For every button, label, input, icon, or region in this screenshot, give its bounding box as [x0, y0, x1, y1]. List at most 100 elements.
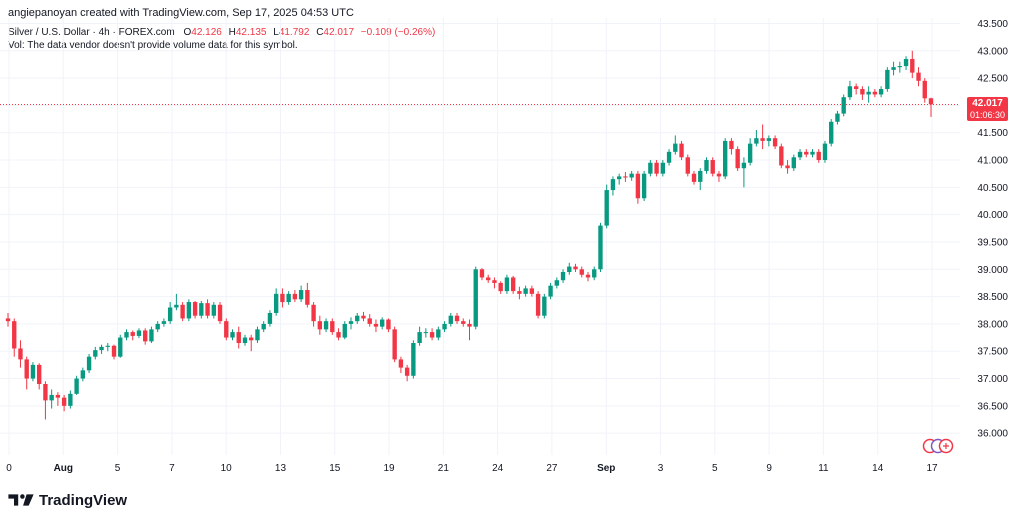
y-tick-label: 37.000 — [977, 374, 1008, 385]
candle-body — [723, 140, 728, 177]
candle-body — [747, 143, 753, 163]
candle — [804, 149, 809, 158]
candle-body — [486, 277, 491, 281]
candle-body — [124, 332, 129, 338]
candle-body — [93, 350, 98, 357]
candle — [797, 149, 803, 161]
candle — [442, 321, 447, 333]
candle-body — [785, 165, 790, 169]
chart-attribution: angiepanoyan created with TradingView.co… — [8, 7, 354, 19]
y-tick-label: 43.000 — [977, 46, 1008, 57]
candle-body — [273, 293, 279, 313]
tradingview-logo-icon — [8, 494, 34, 506]
candle — [192, 300, 198, 319]
candle — [492, 277, 497, 289]
candle — [704, 157, 709, 174]
candle-body — [573, 266, 578, 270]
candle — [885, 67, 890, 92]
candle-body — [791, 157, 796, 169]
candle — [866, 86, 871, 103]
candle — [654, 160, 659, 177]
y-tick-label: 43.500 — [977, 19, 1008, 30]
candle-body — [143, 330, 148, 342]
candle-body — [654, 162, 659, 174]
candle — [286, 291, 291, 305]
x-tick-label: Sep — [597, 463, 615, 474]
candle — [916, 67, 921, 87]
candle — [560, 269, 566, 283]
candle — [922, 78, 927, 103]
candle — [93, 346, 98, 360]
candle-body — [885, 69, 890, 90]
candle-body — [910, 58, 915, 73]
x-tick-label: Aug — [54, 463, 73, 474]
candle-body — [417, 332, 422, 344]
candle-body — [629, 173, 634, 178]
candle-body — [386, 319, 391, 330]
candle — [199, 300, 204, 319]
candle-body — [86, 356, 92, 371]
candle-body — [367, 318, 372, 324]
candle — [716, 170, 722, 182]
candle — [448, 312, 453, 327]
candle — [816, 149, 821, 163]
candle — [891, 61, 896, 76]
candle-body — [255, 329, 260, 341]
low-value: 41.792 — [278, 27, 310, 38]
candle-body — [398, 359, 404, 368]
candle — [311, 302, 316, 327]
candle — [610, 176, 616, 196]
candle-body — [716, 173, 722, 177]
time-axis[interactable]: 0 Aug 5 7 10 13 15 19 21 24 27 Sep 3 5 9 11 14 17 — [6, 463, 938, 474]
candle-body — [891, 67, 896, 70]
x-tick-label: 21 — [438, 463, 450, 474]
candle-body — [479, 269, 485, 278]
x-tick-label: 14 — [872, 463, 884, 474]
x-tick-label: 13 — [275, 463, 287, 474]
candle — [292, 290, 298, 303]
candle-body — [155, 323, 160, 330]
candle-body — [623, 176, 628, 178]
candle — [542, 293, 547, 319]
candle-body — [698, 170, 703, 182]
candle-body — [311, 304, 316, 322]
x-tick-label: 7 — [169, 463, 175, 474]
candle-body — [847, 86, 853, 98]
candle — [853, 83, 859, 95]
price-axis[interactable]: 43.50043.00042.50042.00041.50041.00040.5… — [977, 19, 1008, 440]
economic-events-icon[interactable] — [922, 438, 956, 454]
candle — [598, 222, 603, 273]
y-tick-label: 36.500 — [977, 401, 1008, 412]
candle-body — [167, 307, 173, 322]
candle-body — [567, 266, 572, 273]
candle-body — [105, 345, 110, 347]
candle-body — [729, 140, 734, 150]
candle — [454, 312, 460, 324]
candle-body — [18, 348, 23, 360]
candle — [99, 344, 104, 354]
candle — [735, 146, 740, 171]
candle — [567, 262, 572, 275]
candle — [167, 302, 173, 324]
candle-body — [130, 332, 135, 336]
candle — [373, 319, 379, 333]
candle — [829, 119, 834, 147]
change-value: −0.109 (−0.26%) — [360, 27, 436, 38]
candle-body — [579, 269, 584, 275]
candle-body — [860, 89, 865, 95]
candle — [355, 312, 360, 324]
candle-body — [192, 302, 198, 316]
candle-body — [685, 157, 690, 174]
candle-body — [436, 329, 441, 338]
candle — [903, 56, 909, 70]
candle-body — [779, 146, 784, 166]
tradingview-brand[interactable]: TradingView — [8, 490, 127, 510]
high-value: 42.135 — [235, 27, 267, 38]
candle — [136, 328, 142, 339]
symbol-title[interactable]: Silver / U.S. Dollar · 4h · FOREX.com — [8, 27, 175, 38]
candle-body — [897, 66, 903, 68]
candle — [317, 315, 323, 335]
candle-body — [829, 121, 834, 144]
candle-body — [648, 162, 653, 174]
